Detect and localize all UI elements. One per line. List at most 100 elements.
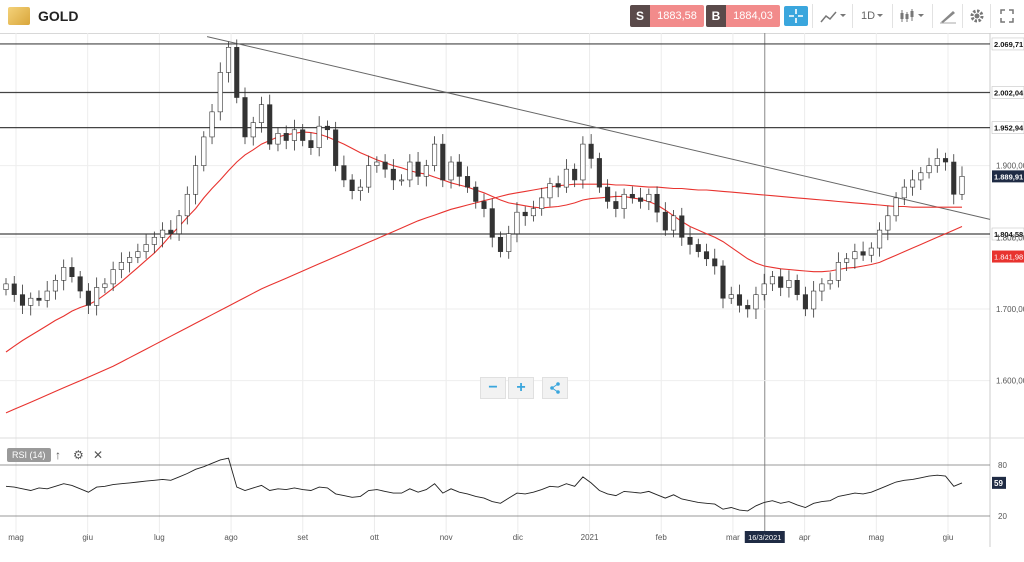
sell-label: S [630,5,650,27]
candle-body [959,176,965,195]
candles [3,39,965,320]
candle-body [497,236,504,252]
candle-body [951,161,957,195]
candlestick-icon[interactable] [898,6,928,26]
level-label: 2.069,71 [994,40,1023,49]
toolbar-divider [990,4,991,28]
candle-body [456,161,462,177]
x-tick-label: mar [726,533,740,542]
crosshair-date-tag [744,531,785,543]
ma-price-label: 1.841,98 [994,253,1023,262]
rsi-line [5,457,963,512]
rsi-level-label: 80 [998,461,1007,470]
candle-body [77,276,83,292]
candle-body [679,215,685,238]
candle-body [481,201,487,209]
candle-body [324,125,330,131]
drawing-icon[interactable] [936,6,960,26]
close-icon[interactable]: ✕ [93,448,104,462]
candle-body [61,267,67,281]
candle-body [753,294,759,310]
candle-body [852,251,858,260]
share-icon [550,382,560,394]
candle-body [662,211,668,231]
rsi-level-label: 20 [998,512,1007,521]
candle-body [258,104,265,123]
y-tick-label: 1.700,00 [996,305,1024,314]
candle-body [382,161,388,170]
toolbar-divider [892,4,893,28]
candle-body [918,172,924,181]
candle-body [687,236,693,245]
candle-body [934,158,940,166]
candle-body [36,297,42,301]
buy-button[interactable]: B 1884,03 [706,5,780,27]
price-chart[interactable]: 2.069,712.002,041.952,941.804,58 802059 … [0,33,1024,562]
timeframe-select[interactable]: 1D [858,6,888,26]
candle-body [745,305,751,310]
candle-body [819,283,825,292]
y-tick-label: 1.600,00 [996,377,1024,386]
candle-body [151,236,157,245]
candle-body [572,168,578,181]
candle-body [357,186,363,191]
candle-body [374,161,380,166]
candle-body [802,294,808,310]
level-tag [991,37,1024,51]
crosshair-date-label: 16/3/2021 [748,533,781,542]
level-label: 1.804,58 [994,230,1023,239]
candle-body [118,262,124,270]
crosshair-icon[interactable] [784,6,808,26]
rsi-label[interactable]: RSI (14) [7,448,51,462]
candle-body [778,276,784,288]
candle-body [563,168,569,188]
candle-body [291,129,297,141]
candle-body [473,186,479,202]
candle-body [250,122,256,138]
candle-body [333,129,339,166]
candle-body [242,97,248,138]
x-tick-label: dic [513,533,523,542]
x-tick-label: mag [869,533,885,542]
x-tick-label: giu [82,533,93,542]
sell-button[interactable]: S 1883,58 [630,5,704,27]
candle-body [728,294,734,299]
candle-body [769,276,775,285]
gear-icon[interactable] [966,6,988,26]
share-button[interactable] [542,377,568,399]
candle-body [877,229,883,249]
chevron-down-icon [877,14,884,17]
candle-body [366,165,372,188]
candle-body [11,283,17,295]
candle-body [432,143,438,166]
candle-body [300,129,306,141]
candle-body [349,179,355,191]
candle-body [827,280,833,285]
candle-body [860,251,866,256]
trendline [206,36,991,220]
current-price-label: 1.889,91 [994,172,1023,181]
x-tick-label: ott [370,533,380,542]
candle-body [646,193,652,202]
candle-body [193,165,199,195]
candle-body [3,283,9,290]
candle-body [613,201,619,209]
candle-body [522,211,528,217]
zoom-out-label: − [488,379,498,396]
arrow-up-icon[interactable]: ↑ [55,448,61,462]
gear-icon[interactable]: ⚙ [73,448,84,462]
line-chart-icon[interactable] [818,6,848,26]
candle-body [316,125,322,148]
candle-body [127,257,133,263]
candle-body [835,262,841,281]
x-tick-label: giu [943,533,954,542]
candle-body [868,247,874,256]
candle-body [85,290,91,306]
level-tag [991,121,1024,134]
candle-body [901,186,907,199]
level-tag [991,86,1024,99]
candle-body [588,143,594,159]
zoom-out-button[interactable]: − [480,377,506,399]
fullscreen-icon[interactable] [996,6,1018,26]
zoom-in-button[interactable]: + [508,377,534,399]
